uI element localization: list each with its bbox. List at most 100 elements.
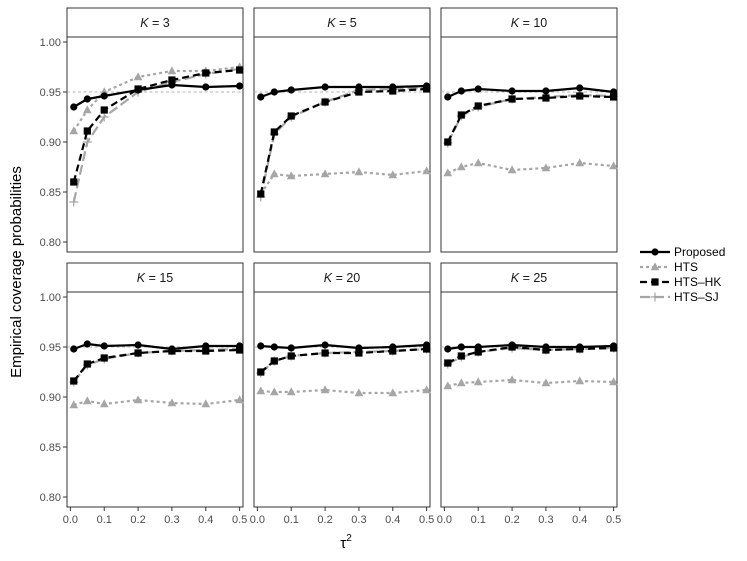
data-point	[542, 87, 550, 95]
data-point	[423, 82, 431, 90]
data-point	[444, 93, 452, 101]
data-point	[474, 85, 482, 93]
series-hts-hk	[257, 345, 431, 376]
panel-k-value: = 3	[149, 16, 170, 30]
data-point	[321, 349, 329, 357]
data-point	[444, 345, 452, 353]
x-tick-label: 0.4	[572, 514, 587, 526]
data-point	[69, 126, 79, 135]
data-point	[270, 343, 278, 351]
data-point	[134, 86, 142, 94]
data-point	[168, 76, 176, 84]
data-point	[444, 138, 452, 146]
data-point	[444, 359, 452, 367]
data-point	[320, 385, 330, 394]
data-point	[443, 168, 453, 177]
data-point	[576, 84, 584, 92]
data-point	[202, 342, 210, 350]
data-point	[83, 340, 91, 348]
series-hts-hk	[444, 92, 618, 146]
data-point	[610, 88, 618, 96]
data-point	[100, 342, 108, 350]
data-point	[236, 82, 244, 90]
x-tick-label: 0.2	[504, 514, 519, 526]
data-point	[270, 88, 278, 96]
y-tick-label: 0.95	[40, 87, 61, 99]
data-point	[287, 352, 295, 360]
y-tick-label: 0.85	[40, 442, 61, 454]
data-point	[542, 343, 550, 351]
data-point	[257, 342, 265, 350]
data-point	[388, 388, 398, 397]
legend-label: HTS–SJ	[674, 290, 719, 304]
y-tick-label: 0.90	[40, 137, 61, 149]
data-point	[473, 158, 483, 167]
panel-strip	[440, 262, 618, 293]
data-point	[443, 381, 453, 390]
data-point	[355, 349, 363, 357]
series-proposed	[70, 340, 244, 353]
data-point	[83, 127, 91, 135]
data-point	[610, 93, 618, 101]
legend-item: HTS	[640, 260, 698, 274]
data-point	[457, 87, 465, 95]
data-point	[83, 360, 91, 368]
y-tick-label: 1.00	[40, 37, 61, 49]
data-point	[270, 128, 278, 136]
data-point	[321, 341, 329, 349]
series-hts	[443, 158, 618, 177]
x-axis-title-superscript: 2	[346, 533, 352, 544]
panel-strip-label: K = 25	[511, 271, 548, 285]
panel-plot-area	[253, 36, 431, 253]
x-tick-label: 0.5	[419, 514, 434, 526]
panel-strip	[66, 7, 244, 38]
data-point	[355, 344, 363, 352]
y-tick-label: 0.80	[40, 492, 61, 504]
data-point	[236, 342, 244, 350]
data-point	[508, 95, 516, 103]
panel-k-value: = 10	[519, 16, 547, 30]
panel-5: K = 20 0.0 0.1 0.2 0.3 0.4 0.5	[250, 262, 434, 526]
legend-key-marker	[651, 248, 659, 256]
legend-item: HTS–SJ	[640, 290, 719, 304]
x-tick-label: 0.3	[538, 514, 553, 526]
x-tick-label: 0.0	[250, 514, 265, 526]
panel-strip-label: K = 10	[511, 16, 548, 30]
data-point	[70, 178, 78, 186]
data-point	[256, 386, 266, 395]
panel-k-symbol: K	[324, 271, 333, 285]
data-point	[355, 88, 363, 96]
data-point	[389, 343, 397, 351]
data-point	[236, 66, 244, 74]
data-point	[354, 167, 364, 176]
data-point	[69, 197, 79, 207]
data-point	[99, 112, 109, 122]
panel-k-value: = 25	[519, 271, 547, 285]
panel-4: K = 15 0.80 0.85 0.90 0.95 1.00 0.0 0.1 0.2 0.3 0.…	[40, 262, 247, 526]
panel-strip-label: K = 15	[137, 271, 174, 285]
data-point	[70, 345, 78, 353]
data-point	[82, 396, 92, 405]
panel-plot-area	[66, 291, 244, 508]
data-point	[168, 345, 176, 353]
data-point	[321, 98, 329, 106]
data-point	[257, 190, 265, 198]
x-tick-label: 0.5	[232, 514, 247, 526]
data-point	[422, 166, 431, 175]
legend-label: HTS–HK	[674, 275, 721, 289]
x-tick-label: 0.0	[437, 514, 452, 526]
series-proposed	[257, 341, 431, 352]
x-tick-label: 0.3	[351, 514, 366, 526]
data-point	[541, 378, 551, 387]
x-tick-label: 0.2	[130, 514, 145, 526]
panel-k-symbol: K	[140, 16, 149, 30]
data-point	[575, 376, 585, 385]
series-hts	[69, 395, 244, 409]
panel-6: K = 25 0.0 0.1 0.2 0.3 0.4 0.5	[437, 262, 621, 526]
x-tick-label: 0.1	[471, 514, 486, 526]
series-hts	[443, 375, 618, 390]
data-point	[320, 169, 330, 178]
series-proposed	[444, 84, 618, 101]
panel-3: K = 10	[440, 7, 619, 253]
